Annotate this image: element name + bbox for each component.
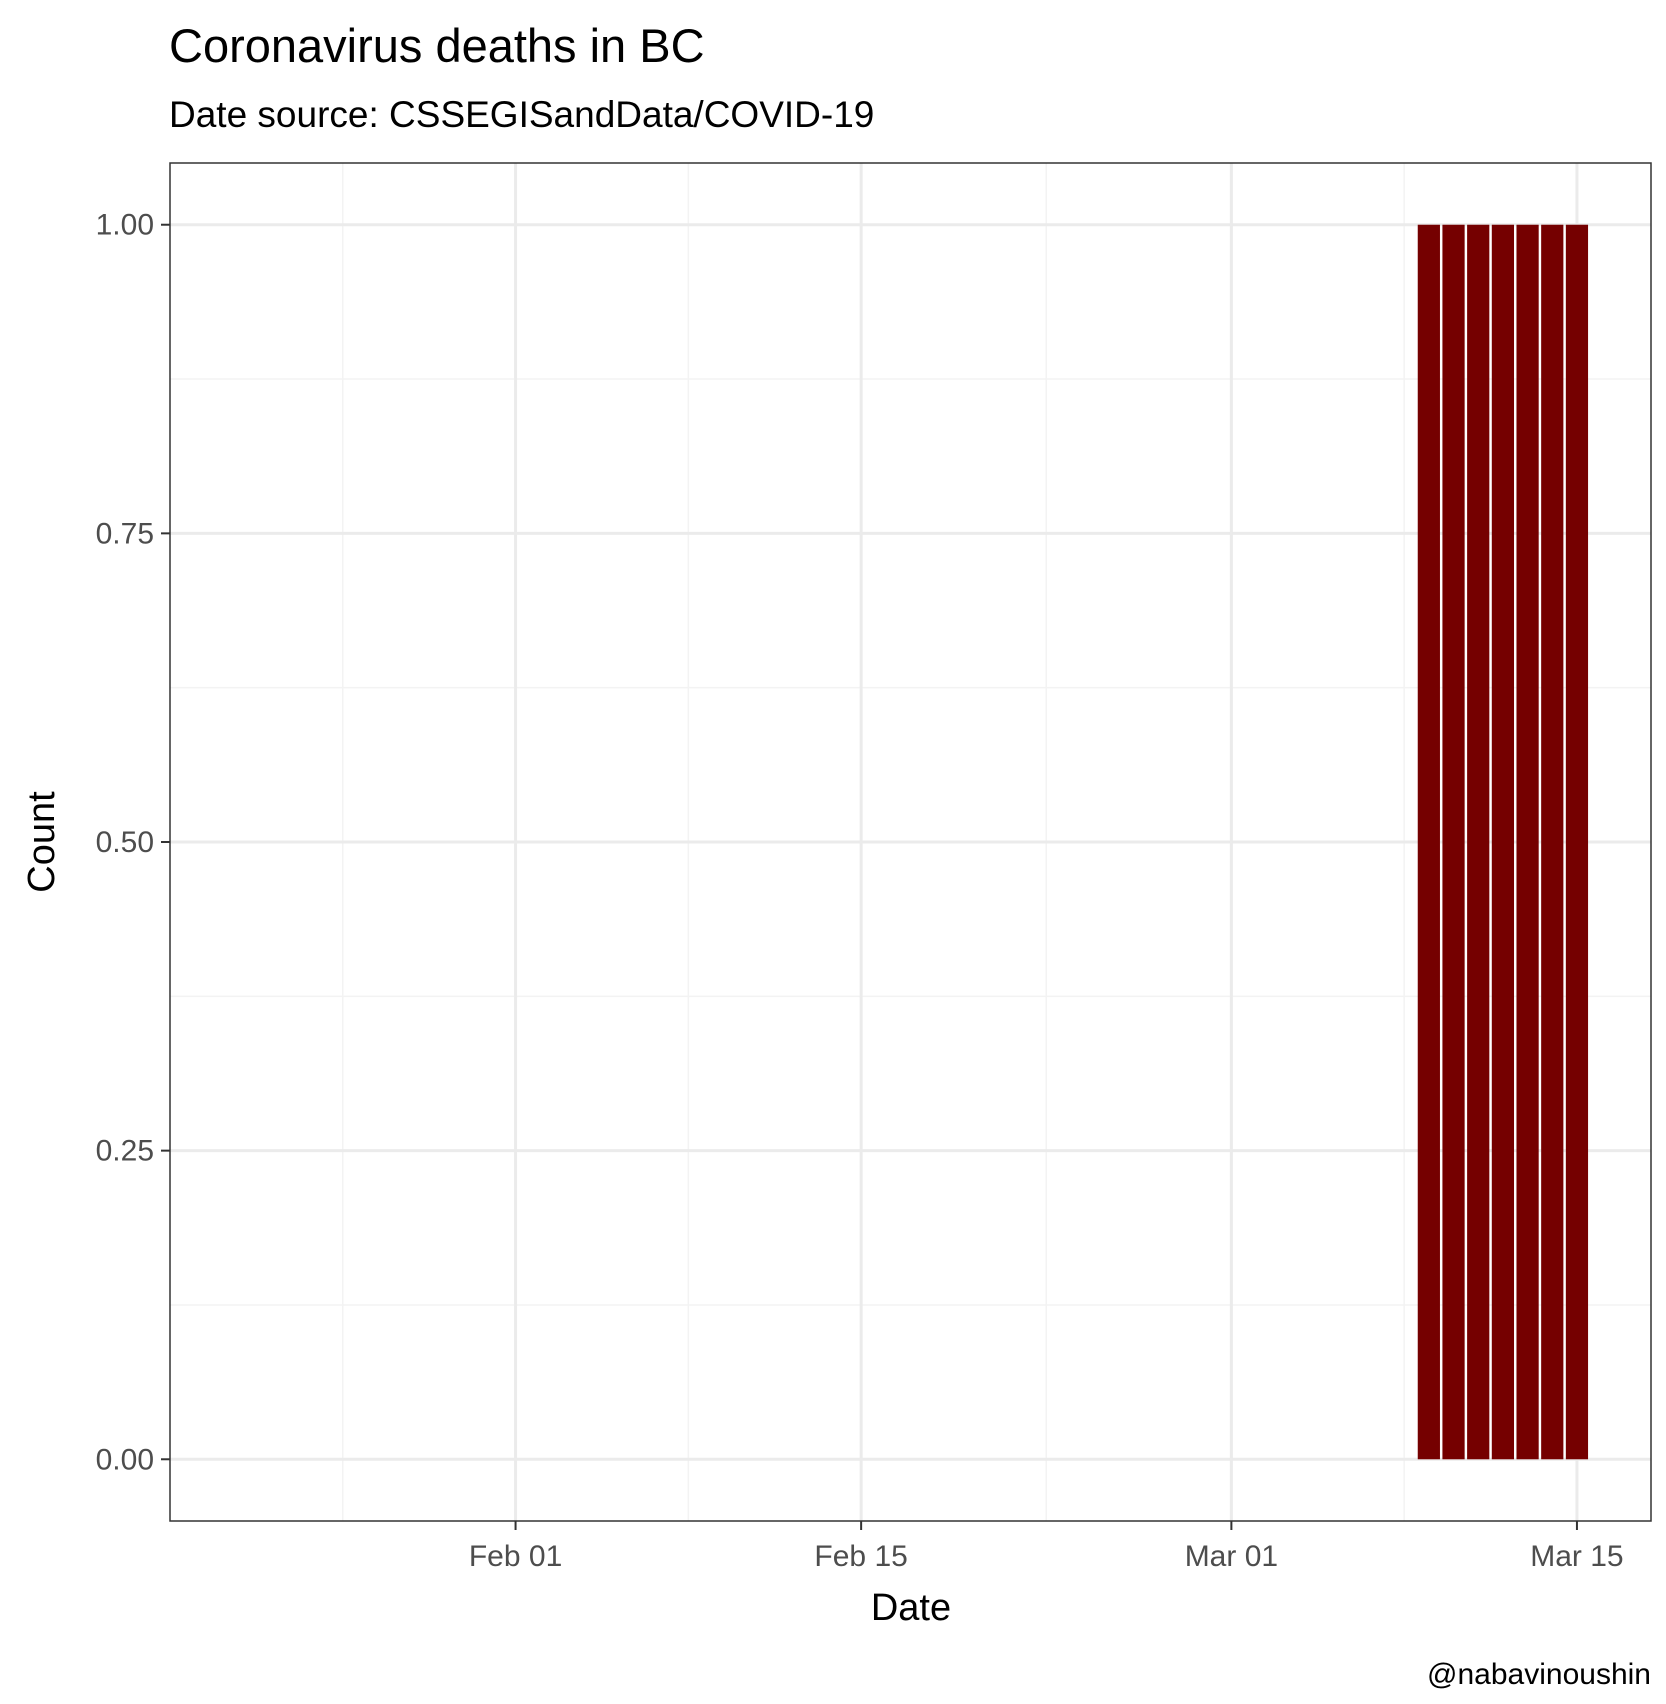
- bars: [1417, 224, 1589, 1460]
- bar: [1491, 224, 1515, 1460]
- y-tick-label: 0.00: [96, 1443, 154, 1476]
- bar: [1565, 224, 1589, 1460]
- bar: [1417, 224, 1440, 1460]
- y-tick-label: 1.00: [96, 209, 154, 242]
- bar: [1516, 224, 1539, 1460]
- chart-subtitle: Date source: CSSEGISandData/COVID-19: [169, 94, 874, 135]
- y-tick-label: 0.50: [96, 826, 154, 859]
- bar: [1541, 224, 1564, 1460]
- y-axis-title: Count: [21, 791, 63, 893]
- x-tick-label: Mar 15: [1530, 1540, 1623, 1573]
- y-tick-label: 0.25: [96, 1135, 154, 1168]
- x-axis-title: Date: [871, 1587, 951, 1629]
- x-tick-label: Feb 01: [469, 1540, 562, 1573]
- x-axis: Feb 01 Feb 15 Mar 01 Mar 15: [469, 1521, 1624, 1573]
- chart-title: Coronavirus deaths in BC: [169, 19, 705, 72]
- bar: [1442, 224, 1465, 1460]
- y-axis: 0.00 0.25 0.50 0.75 1.00: [96, 209, 170, 1476]
- x-tick-label: Mar 01: [1185, 1540, 1278, 1573]
- caption: @nabavinoushin: [1427, 1658, 1651, 1691]
- x-tick-label: Feb 15: [814, 1540, 907, 1573]
- bar: [1467, 224, 1490, 1460]
- y-tick-label: 0.75: [96, 517, 154, 550]
